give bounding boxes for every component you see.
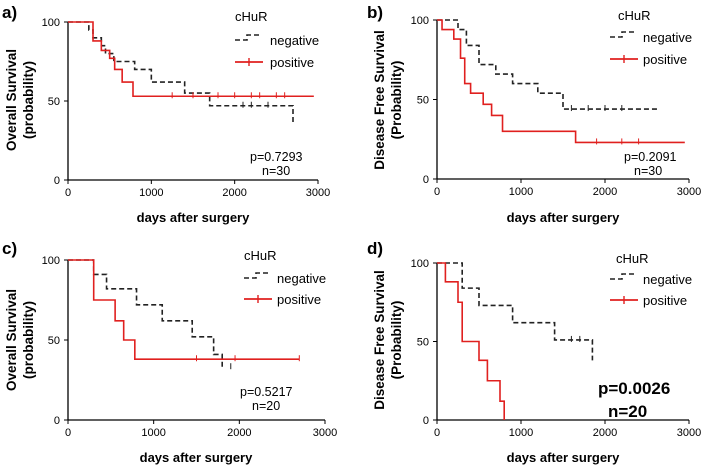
- legend-line-negative: [244, 272, 270, 279]
- survival-curve-positive: [437, 262, 505, 420]
- x-tick-label: 1000: [141, 427, 165, 439]
- p-value: p=0.0026: [598, 379, 670, 398]
- panel-d: d) Disease Free Survival (Probability) d…: [367, 239, 692, 465]
- x-tick-label: 2000: [222, 187, 246, 199]
- y-axis-label-sub: (Probability): [389, 301, 404, 380]
- legend-title: cHuR: [616, 251, 649, 266]
- y-tick-label: 50: [417, 95, 429, 107]
- survival-curve-positive: [68, 259, 300, 360]
- sample-size: n=20: [252, 399, 280, 413]
- x-axis-label: days after surgery: [507, 450, 620, 465]
- y-axis-label: Overall Survival: [4, 49, 19, 151]
- x-tick-label: 3000: [677, 427, 701, 439]
- y-tick-label: 100: [42, 17, 60, 29]
- panel-a: a) Overall Survival (probability) days a…: [2, 3, 319, 225]
- x-tick-label: 1000: [509, 427, 533, 439]
- panel-label: d): [367, 239, 383, 258]
- x-tick-label: 0: [434, 186, 440, 198]
- p-value: p=0.7293: [250, 150, 303, 164]
- sample-size: n=20: [608, 402, 647, 421]
- p-value: p=0.5217: [240, 385, 293, 399]
- panel-label: a): [2, 3, 17, 22]
- plot-area-c: 0 1000 2000 3000 0 50 100: [42, 255, 338, 439]
- survival-curve-negative: [437, 262, 594, 361]
- p-value: p=0.2091: [624, 150, 677, 164]
- x-tick-label: 2000: [593, 427, 617, 439]
- x-axis-label: days after surgery: [140, 450, 253, 465]
- x-tick-label: 0: [434, 427, 440, 439]
- legend-negative-label: negative: [643, 30, 692, 45]
- x-tick-label: 3000: [313, 427, 337, 439]
- survival-curve-negative: [68, 21, 294, 125]
- plot-area-b: 0 1000 2000 3000 0 50 100: [411, 15, 702, 198]
- legend-positive-label: positive: [270, 55, 314, 70]
- legend-title: cHuR: [244, 248, 277, 263]
- y-axis-label-sub: (probability): [21, 61, 36, 139]
- y-axis-label-sub: (probability): [21, 301, 36, 379]
- legend-positive-label: positive: [277, 292, 321, 307]
- y-tick-label: 100: [42, 255, 60, 267]
- x-tick-label: 0: [65, 187, 71, 199]
- y-axis-label: Overall Survival: [4, 289, 19, 391]
- x-tick-label: 1000: [139, 187, 163, 199]
- legend-negative-label: negative: [643, 272, 692, 287]
- sample-size: n=30: [634, 164, 662, 178]
- x-axis-label: days after surgery: [507, 210, 620, 225]
- legend-positive-label: positive: [643, 293, 687, 308]
- plot-area-d: 0 1000 2000 3000 0 50 100: [411, 258, 702, 439]
- x-tick-label: 3000: [306, 187, 330, 199]
- sample-size: n=30: [262, 164, 290, 178]
- panel-label: c): [2, 239, 17, 258]
- y-tick-label: 0: [423, 415, 429, 427]
- legend-negative-label: negative: [270, 33, 319, 48]
- x-axis-label: days after surgery: [137, 210, 250, 225]
- survival-curve-positive: [437, 19, 685, 144]
- y-axis-label: Disease Free Survival: [372, 30, 387, 170]
- panel-c: c) Overall Survival (probability) days a…: [2, 239, 326, 465]
- panel-b: b) Disease Free Survival (Probability) d…: [367, 3, 692, 225]
- survival-curve-negative: [437, 19, 660, 110]
- x-tick-label: 2000: [227, 427, 251, 439]
- legend-positive-label: positive: [643, 52, 687, 67]
- x-tick-label: 0: [65, 427, 71, 439]
- y-tick-label: 50: [48, 335, 60, 347]
- y-axis-label-sub: (Probability): [389, 61, 404, 140]
- legend-negative-label: negative: [277, 271, 326, 286]
- y-tick-label: 0: [54, 175, 60, 187]
- y-tick-label: 100: [411, 15, 429, 27]
- panel-label: b): [367, 3, 383, 22]
- y-tick-label: 0: [54, 415, 60, 427]
- y-tick-label: 50: [48, 96, 60, 108]
- plot-area-a: 0 1000 2000 3000 0 50 100: [42, 17, 331, 199]
- y-axis-label: Disease Free Survival: [372, 270, 387, 410]
- y-tick-label: 100: [411, 258, 429, 270]
- survival-curve-positive: [68, 21, 314, 98]
- legend-line-negative: [235, 34, 261, 41]
- x-tick-label: 2000: [593, 186, 617, 198]
- y-tick-label: 50: [417, 337, 429, 349]
- x-tick-label: 1000: [509, 186, 533, 198]
- legend-line-negative: [610, 273, 636, 280]
- survival-curve-negative: [68, 259, 223, 368]
- legend-title: cHuR: [235, 9, 268, 24]
- y-tick-label: 0: [423, 174, 429, 186]
- x-tick-label: 3000: [677, 186, 701, 198]
- legend-line-negative: [610, 31, 636, 38]
- legend-title: cHuR: [618, 8, 651, 23]
